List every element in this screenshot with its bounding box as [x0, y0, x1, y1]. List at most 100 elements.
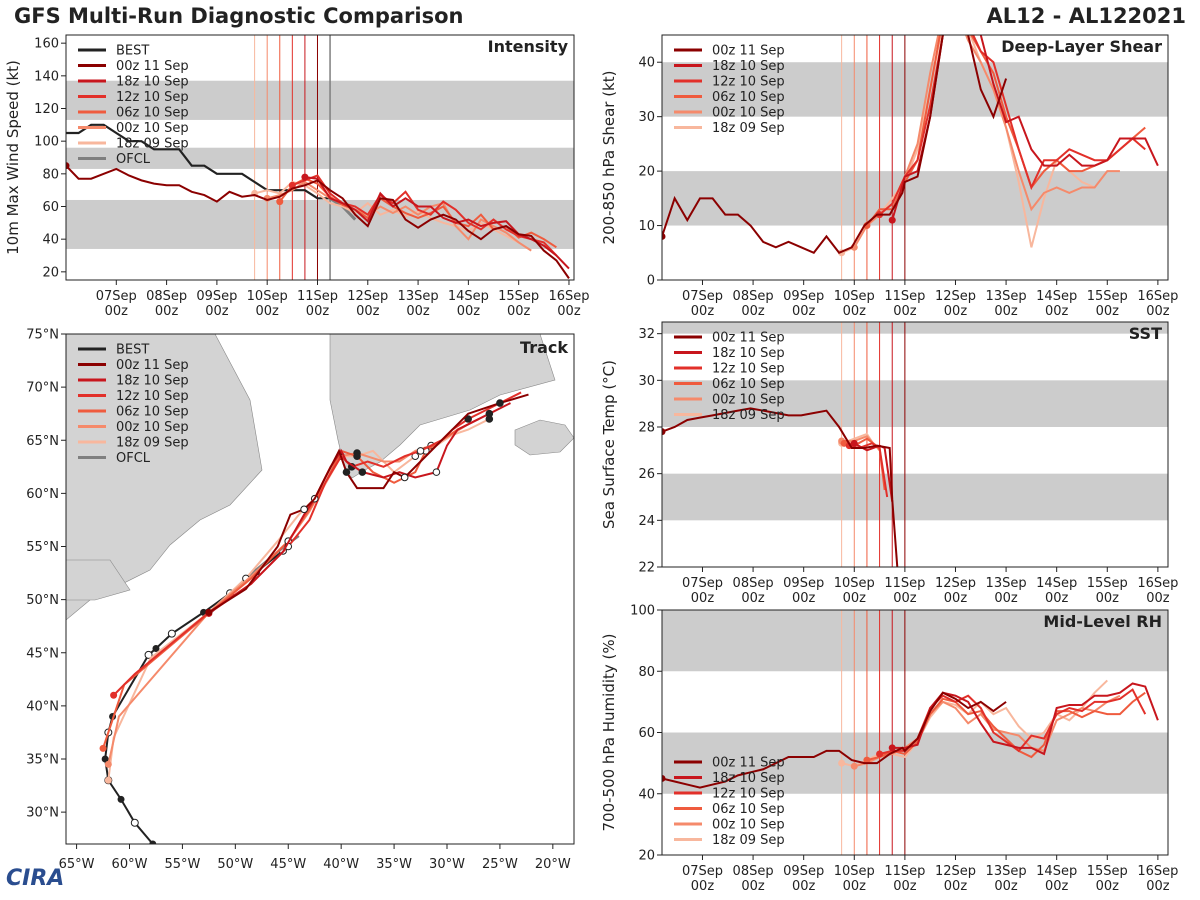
legend-label: 12z 10 Sep — [712, 362, 785, 377]
track-day-marker — [353, 452, 361, 460]
x-tick-label: 10Sep — [247, 289, 288, 304]
shaded-band — [662, 171, 1168, 226]
shaded-band — [662, 732, 1168, 794]
y-axis-label: Sea Surface Temp (°C) — [600, 360, 618, 529]
x-tick-sublabel: 00z — [843, 879, 867, 894]
legend-label: 12z 10 Sep — [116, 90, 189, 105]
intensity-panel: 2040608010012014016007Sep00z08Sep00z09Se… — [4, 34, 589, 319]
panel-title: Mid-Level RH — [1043, 612, 1162, 631]
y-tick-label: 35°N — [26, 753, 59, 768]
track-day-marker — [496, 399, 504, 407]
y-tick-label: 40 — [42, 233, 59, 248]
x-tick-label: 12Sep — [935, 864, 976, 879]
x-tick-sublabel: 00z — [691, 879, 715, 894]
legend-label: 00z 11 Sep — [712, 756, 785, 771]
x-tick-label: 45°W — [270, 857, 306, 872]
x-tick-label: 55°W — [164, 857, 200, 872]
y-tick-label: 60 — [42, 200, 59, 215]
legend-label: OFCL — [116, 451, 151, 466]
legend-label: BEST — [116, 44, 149, 59]
x-tick-label: 65°W — [59, 857, 95, 872]
x-tick-label: 13Sep — [398, 289, 439, 304]
legend-label: 00z 10 Sep — [712, 106, 785, 121]
y-tick-label: 60°N — [26, 487, 59, 502]
x-tick-sublabel: 00z — [994, 304, 1018, 319]
track-day-marker — [432, 468, 441, 476]
y-tick-label: 40 — [638, 787, 655, 802]
shaded-band — [662, 610, 1168, 672]
legend-label: 18z 10 Sep — [712, 771, 785, 786]
y-tick-label: 65°N — [26, 434, 59, 449]
x-tick-label: 09Sep — [783, 864, 824, 879]
x-tick-sublabel: 00z — [1045, 591, 1069, 606]
series-start-point — [876, 750, 884, 758]
x-tick-sublabel: 00z — [1096, 879, 1120, 894]
x-tick-sublabel: 00z — [994, 591, 1018, 606]
x-tick-sublabel: 00z — [944, 879, 968, 894]
x-tick-label: 15Sep — [1087, 576, 1128, 591]
maritimes — [66, 559, 131, 601]
x-tick-label: 08Sep — [733, 576, 774, 591]
track-day-marker — [342, 468, 351, 476]
page-title: GFS Multi-Run Diagnostic Comparison — [14, 4, 464, 28]
y-axis-label: 200-850 hPa Shear (kt) — [600, 71, 618, 245]
x-tick-label: 07Sep — [682, 289, 723, 304]
iceland — [514, 419, 574, 456]
x-tick-label: 60°W — [112, 857, 148, 872]
x-tick-label: 14Sep — [1036, 289, 1077, 304]
legend-label: 00z 11 Sep — [712, 331, 785, 346]
track-run-line-3 — [102, 418, 480, 749]
series-start-point — [662, 232, 666, 240]
x-tick-sublabel: 00z — [893, 879, 917, 894]
x-tick-sublabel: 00z — [843, 304, 867, 319]
y-tick-label: 24 — [638, 514, 655, 529]
legend-label: 18z 09 Sep — [116, 436, 189, 451]
sst-panel: 22242628303207Sep00z08Sep00z09Sep00z10Se… — [600, 321, 1178, 606]
legend-label: 00z 11 Sep — [116, 59, 189, 74]
x-tick-sublabel: 00z — [457, 304, 481, 319]
x-tick-sublabel: 00z — [1045, 879, 1069, 894]
x-tick-label: 16Sep — [548, 289, 589, 304]
track-run-start — [205, 608, 213, 616]
y-tick-label: 22 — [638, 561, 655, 576]
x-tick-sublabel: 00z — [406, 304, 430, 319]
x-tick-sublabel: 00z — [356, 304, 380, 319]
y-tick-label: 80 — [42, 167, 59, 182]
legend-label: OFCL — [116, 152, 151, 167]
y-tick-label: 60 — [638, 726, 655, 741]
track-best-point — [144, 650, 153, 659]
plot-frame — [661, 321, 1169, 568]
y-tick-label: 120 — [34, 102, 59, 117]
track-best-point — [152, 645, 160, 652]
y-tick-label: 30°N — [26, 806, 59, 821]
panel-title: SST — [1129, 324, 1162, 343]
y-tick-label: 50°N — [26, 593, 59, 608]
x-tick-sublabel: 00z — [691, 304, 715, 319]
legend-label: 00z 10 Sep — [116, 420, 189, 435]
land-masses — [66, 334, 574, 621]
x-tick-sublabel: 00z — [1096, 304, 1120, 319]
x-tick-label: 12Sep — [935, 289, 976, 304]
series-line-0 — [662, 35, 1008, 255]
y-tick-label: 40°N — [26, 699, 59, 714]
legend-label: 00z 10 Sep — [712, 818, 785, 833]
x-tick-sublabel: 00z — [1146, 304, 1170, 319]
track-best-point — [149, 840, 157, 844]
y-tick-label: 40 — [638, 56, 655, 71]
legend-label: 18z 10 Sep — [712, 59, 785, 74]
legend-label: 12z 10 Sep — [116, 389, 189, 404]
y-tick-label: 100 — [630, 604, 655, 619]
y-tick-label: 75°N — [26, 328, 59, 343]
shaded-band — [662, 380, 1168, 427]
x-tick-label: 11Sep — [884, 576, 925, 591]
track-day-marker — [400, 473, 409, 482]
x-tick-sublabel: 00z — [741, 591, 765, 606]
legend-label: 00z 11 Sep — [116, 358, 189, 373]
x-tick-label: 10Sep — [834, 864, 875, 879]
x-tick-label: 09Sep — [783, 576, 824, 591]
legend-label: 12z 10 Sep — [712, 787, 785, 802]
best-line — [66, 123, 331, 200]
x-tick-sublabel: 00z — [893, 591, 917, 606]
x-tick-sublabel: 00z — [1146, 879, 1170, 894]
y-tick-label: 26 — [638, 467, 655, 482]
